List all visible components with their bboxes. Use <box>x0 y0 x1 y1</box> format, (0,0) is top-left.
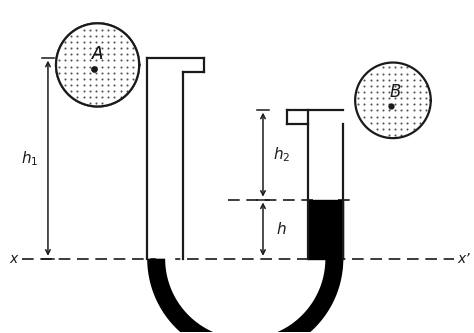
Polygon shape <box>182 58 204 72</box>
Polygon shape <box>56 23 139 107</box>
Text: x’: x’ <box>457 252 470 266</box>
Text: A: A <box>92 46 103 64</box>
Polygon shape <box>147 259 343 333</box>
Text: h$_2$: h$_2$ <box>273 145 291 164</box>
Text: h$_1$: h$_1$ <box>21 149 39 167</box>
Polygon shape <box>56 23 139 107</box>
Text: B: B <box>390 83 401 101</box>
Polygon shape <box>355 63 431 138</box>
Text: A: A <box>92 46 103 64</box>
Text: h: h <box>276 222 286 237</box>
Polygon shape <box>287 110 308 124</box>
Text: x: x <box>10 252 18 266</box>
